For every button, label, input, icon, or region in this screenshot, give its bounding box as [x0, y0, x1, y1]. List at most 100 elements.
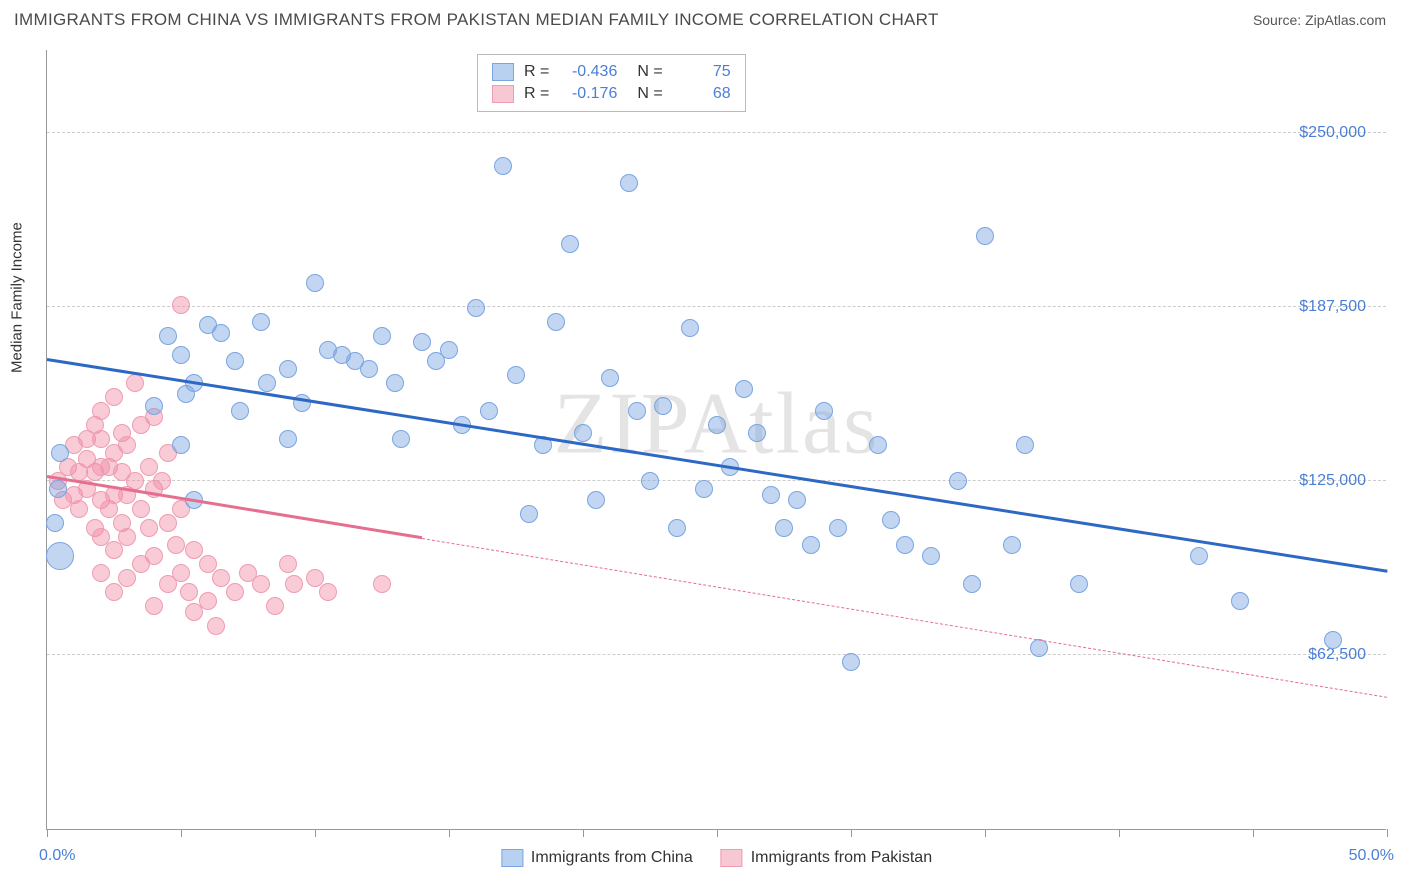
chart-title: IMMIGRANTS FROM CHINA VS IMMIGRANTS FROM… — [14, 10, 939, 30]
scatter-point-china — [882, 511, 900, 529]
scatter-point-pakistan — [185, 541, 203, 559]
scatter-point-pakistan — [92, 430, 110, 448]
scatter-point-pakistan — [212, 569, 230, 587]
r-label: R = — [524, 63, 549, 81]
scatter-point-china — [360, 360, 378, 378]
scatter-point-pakistan — [118, 436, 136, 454]
source-attribution: Source: ZipAtlas.com — [1253, 12, 1386, 28]
scatter-point-china — [922, 547, 940, 565]
x-tick — [1387, 829, 1388, 837]
scatter-point-china — [520, 505, 538, 523]
r-value-pakistan: -0.176 — [559, 85, 617, 103]
scatter-point-china — [976, 227, 994, 245]
legend-item-pakistan: Immigrants from Pakistan — [721, 849, 932, 867]
scatter-point-china — [172, 346, 190, 364]
scatter-point-china — [386, 374, 404, 392]
scatter-point-pakistan — [140, 519, 158, 537]
y-tick-label: $187,500 — [1299, 298, 1366, 316]
scatter-point-pakistan — [306, 569, 324, 587]
gridline — [47, 480, 1386, 481]
scatter-point-china — [896, 536, 914, 554]
source-link[interactable]: ZipAtlas.com — [1305, 12, 1386, 28]
stats-row-pakistan: R = -0.176 N = 68 — [492, 83, 731, 105]
scatter-point-china — [1016, 436, 1034, 454]
x-tick — [851, 829, 852, 837]
scatter-point-pakistan — [132, 500, 150, 518]
scatter-point-pakistan — [266, 597, 284, 615]
scatter-point-china — [279, 360, 297, 378]
scatter-point-pakistan — [118, 569, 136, 587]
correlation-scatter-chart: Median Family Income ZIPAtlas R = -0.436… — [46, 50, 1386, 830]
scatter-point-china — [1003, 536, 1021, 554]
n-value-china: 75 — [673, 63, 731, 81]
gridline — [47, 654, 1386, 655]
scatter-point-pakistan — [252, 575, 270, 593]
scatter-point-china — [212, 324, 230, 342]
scatter-point-china — [49, 480, 67, 498]
x-tick — [583, 829, 584, 837]
scatter-point-china — [735, 380, 753, 398]
chart-legend: Immigrants from China Immigrants from Pa… — [501, 849, 932, 867]
scatter-point-china — [279, 430, 297, 448]
scatter-point-china — [467, 299, 485, 317]
x-axis-min-label: 0.0% — [39, 847, 75, 865]
scatter-point-pakistan — [153, 472, 171, 490]
legend-swatch-pakistan — [721, 849, 743, 867]
scatter-point-pakistan — [105, 583, 123, 601]
n-label: N = — [637, 85, 662, 103]
scatter-point-china — [748, 424, 766, 442]
x-tick — [449, 829, 450, 837]
scatter-point-china — [440, 341, 458, 359]
scatter-point-china — [628, 402, 646, 420]
trend-line — [422, 538, 1387, 698]
scatter-point-china — [620, 174, 638, 192]
chart-header: IMMIGRANTS FROM CHINA VS IMMIGRANTS FROM… — [0, 0, 1406, 38]
scatter-point-pakistan — [126, 374, 144, 392]
scatter-point-china — [1231, 592, 1249, 610]
r-value-china: -0.436 — [559, 63, 617, 81]
scatter-point-china — [869, 436, 887, 454]
scatter-point-china — [159, 327, 177, 345]
scatter-point-pakistan — [92, 402, 110, 420]
scatter-point-china — [413, 333, 431, 351]
legend-swatch-china — [501, 849, 523, 867]
scatter-point-pakistan — [167, 536, 185, 554]
scatter-point-pakistan — [279, 555, 297, 573]
scatter-point-pakistan — [207, 617, 225, 635]
gridline — [47, 306, 1386, 307]
scatter-point-china — [46, 514, 64, 532]
swatch-pakistan — [492, 85, 514, 103]
scatter-point-pakistan — [172, 564, 190, 582]
scatter-point-pakistan — [145, 547, 163, 565]
scatter-point-pakistan — [285, 575, 303, 593]
scatter-point-china — [1324, 631, 1342, 649]
y-tick-label: $125,000 — [1299, 472, 1366, 490]
legend-label-china: Immigrants from China — [531, 849, 693, 867]
scatter-point-china — [145, 397, 163, 415]
scatter-point-pakistan — [180, 583, 198, 601]
scatter-point-pakistan — [105, 541, 123, 559]
scatter-point-pakistan — [118, 528, 136, 546]
scatter-point-pakistan — [373, 575, 391, 593]
legend-label-pakistan: Immigrants from Pakistan — [751, 849, 932, 867]
scatter-point-china — [587, 491, 605, 509]
scatter-point-china — [1190, 547, 1208, 565]
scatter-point-pakistan — [126, 472, 144, 490]
trend-line — [47, 358, 1387, 573]
scatter-point-china — [641, 472, 659, 490]
scatter-point-china — [949, 472, 967, 490]
x-tick — [315, 829, 316, 837]
scatter-point-pakistan — [159, 514, 177, 532]
scatter-point-pakistan — [140, 458, 158, 476]
scatter-point-china — [51, 444, 69, 462]
n-value-pakistan: 68 — [673, 85, 731, 103]
scatter-point-china — [654, 397, 672, 415]
x-tick — [985, 829, 986, 837]
scatter-point-china — [373, 327, 391, 345]
scatter-point-china — [842, 653, 860, 671]
legend-item-china: Immigrants from China — [501, 849, 693, 867]
gridline — [47, 132, 1386, 133]
scatter-point-china — [172, 436, 190, 454]
scatter-point-china — [775, 519, 793, 537]
scatter-point-china — [480, 402, 498, 420]
